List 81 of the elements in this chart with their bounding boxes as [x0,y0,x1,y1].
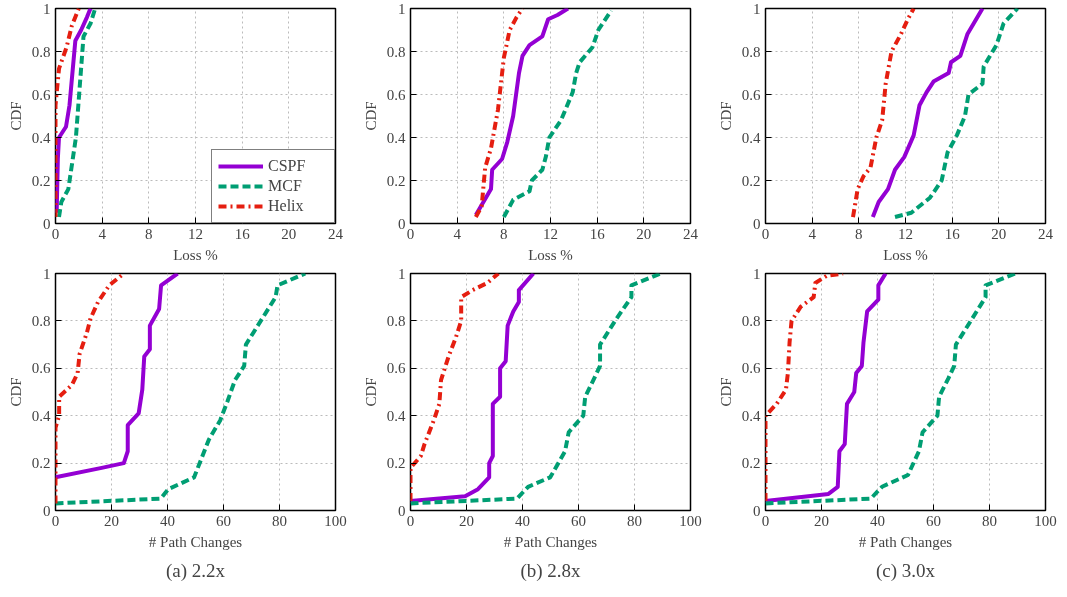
y-tick-label: 1 [43,265,51,282]
x-tick-label: 80 [272,512,287,529]
x-tick-label: 4 [98,225,107,242]
x-axis-title: Loss % [173,246,218,263]
x-tick-label: 20 [281,225,297,242]
y-tick-label: 0.4 [386,129,406,146]
x-axis-title: Loss % [528,246,573,263]
y-tick-label: 0.6 [386,86,406,103]
y-axis-title: CDF [717,101,734,131]
y-tick-label: 0.4 [386,407,406,424]
x-tick-label: 8 [855,225,863,242]
y-tick-label: 1 [43,0,51,17]
x-tick-label: 20 [104,512,119,529]
x-tick-label: 24 [683,225,699,242]
x-tick-label: 16 [944,225,961,242]
y-tick-label: 0.8 [31,312,51,329]
y-axis-title: CDF [7,377,24,407]
y-tick-label: 0.6 [386,360,406,377]
y-tick-label: 0.8 [386,312,406,329]
y-tick-label: 0.8 [741,312,761,329]
y-tick-label: 0.2 [386,172,406,189]
x-tick-label: 24 [1038,225,1054,242]
y-tick-label: 0.6 [741,360,761,377]
y-tick-label: 1 [398,0,406,17]
y-axis-title: CDF [7,101,24,131]
y-axis-title: CDF [717,377,734,407]
y-tick-label: 0.6 [741,86,761,103]
x-tick-label: 100 [679,512,702,529]
x-tick-label: 20 [991,225,1007,242]
y-tick-label: 0.8 [741,43,761,60]
x-tick-label: 60 [926,512,941,529]
x-tick-label: 60 [571,512,586,529]
y-tick-label: 0.2 [31,172,51,189]
y-tick-label: 1 [398,265,406,282]
x-axis-title: # Path Changes [148,533,243,550]
x-tick-label: 20 [636,225,652,242]
x-tick-label: 40 [515,512,530,529]
x-tick-label: 16 [589,225,606,242]
y-tick-label: 0.4 [741,129,761,146]
x-tick-label: 20 [814,512,829,529]
x-axis-title: Loss % [883,246,928,263]
legend-label: CSPF [268,157,307,175]
x-tick-label: 40 [870,512,885,529]
x-tick-label: 4 [453,225,462,242]
x-tick-label: 24 [328,225,344,242]
x-tick-label: 80 [982,512,997,529]
y-tick-label: 0.4 [31,407,51,424]
y-axis-title: CDF [362,377,379,407]
x-tick-label: 16 [234,225,251,242]
y-tick-label: 0.4 [741,407,761,424]
y-tick-label: 0.2 [741,172,761,189]
y-tick-label: 0.6 [31,86,51,103]
x-tick-label: 8 [145,225,153,242]
x-tick-label: 100 [324,512,347,529]
x-tick-label: 20 [459,512,474,529]
x-tick-label: 12 [188,225,203,242]
y-tick-label: 0.2 [741,455,761,472]
x-tick-label: 12 [543,225,558,242]
x-tick-label: 12 [898,225,913,242]
x-tick-label: 40 [160,512,175,529]
y-tick-label: 1 [753,0,761,17]
legend-label: MCF [268,177,303,195]
y-tick-label: 1 [753,265,761,282]
y-tick-label: 0.2 [31,455,51,472]
y-tick-label: 0.8 [386,43,406,60]
y-tick-label: 0.6 [31,360,51,377]
legend-label: Helix [268,197,305,215]
x-tick-label: 4 [808,225,817,242]
x-tick-label: 80 [627,512,642,529]
text: (a) 2.2x [165,559,226,582]
x-axis-title: # Path Changes [858,533,953,550]
x-axis-title: # Path Changes [503,533,598,550]
x-tick-label: 60 [216,512,231,529]
y-axis-title: CDF [362,101,379,131]
x-tick-label: 8 [500,225,508,242]
y-tick-label: 0.2 [386,455,406,472]
y-tick-label: 0.8 [31,43,51,60]
x-tick-label: 100 [1034,512,1057,529]
text: (c) 3.0x [875,559,936,582]
y-tick-label: 0.4 [31,129,51,146]
text: (b) 2.8x [520,559,582,582]
